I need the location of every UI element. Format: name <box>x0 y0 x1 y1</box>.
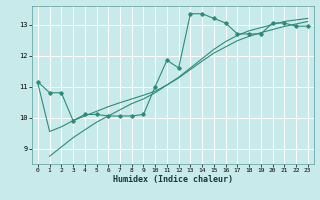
X-axis label: Humidex (Indice chaleur): Humidex (Indice chaleur) <box>113 175 233 184</box>
